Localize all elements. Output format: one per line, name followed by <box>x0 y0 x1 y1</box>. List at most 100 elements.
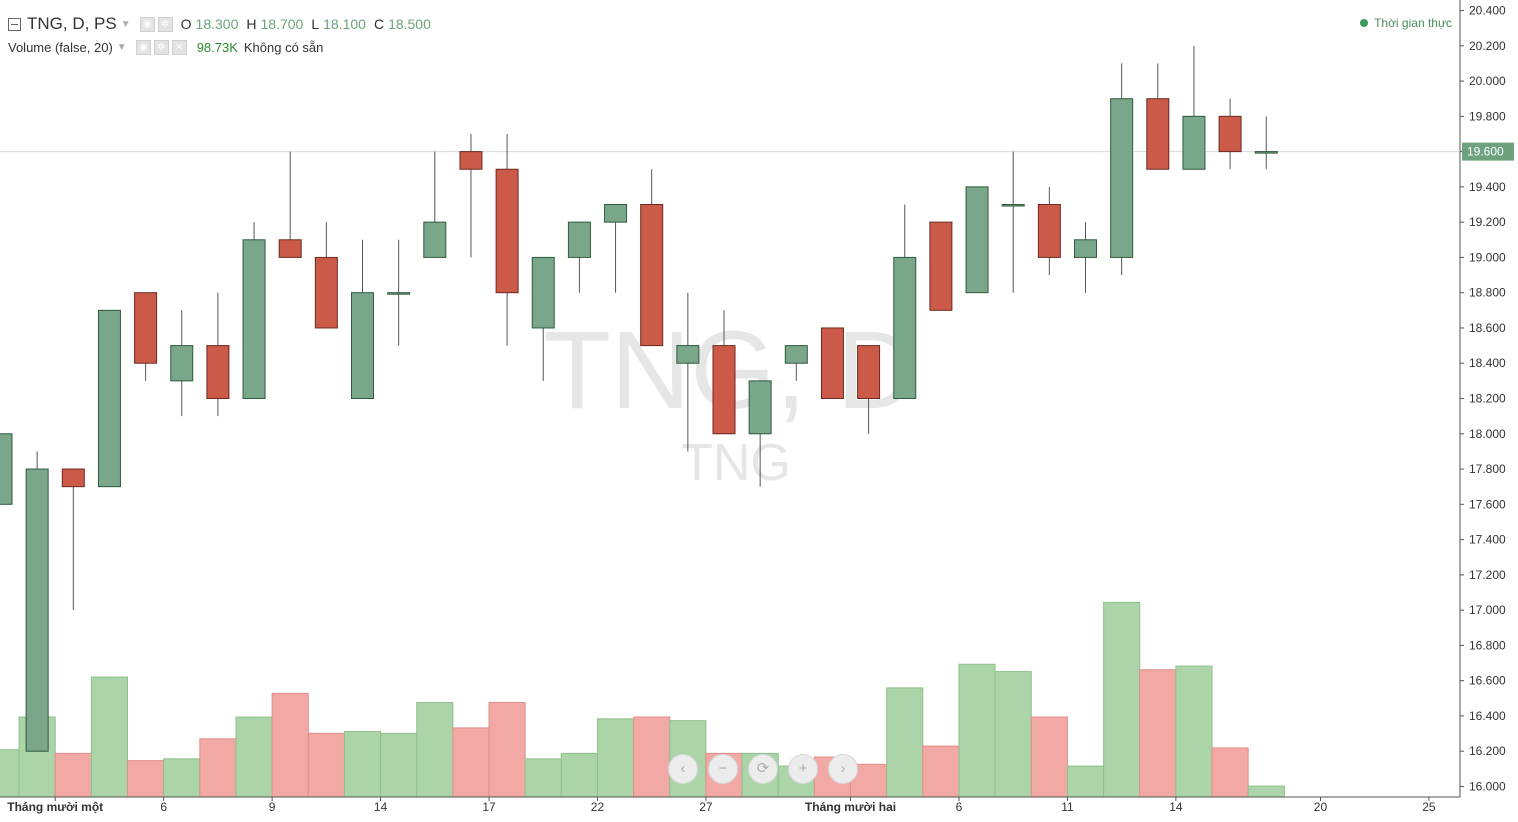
price-tick-label: 20.000 <box>1469 74 1506 88</box>
candle-body <box>387 292 411 295</box>
time-tick-label: 11 <box>1061 800 1074 814</box>
price-tick-label: 18.200 <box>1469 392 1506 406</box>
high-value: 18.700 <box>260 16 304 32</box>
candle-body <box>61 468 85 488</box>
candle-body <box>784 345 808 364</box>
high-label: H <box>246 16 257 32</box>
volume-title[interactable]: Volume (false, 20) <box>8 40 113 55</box>
candle-body <box>97 309 121 488</box>
candle-body <box>1110 98 1134 258</box>
volume-bar <box>380 732 418 798</box>
price-tick-label: 17.400 <box>1469 533 1506 547</box>
chart-header: TNG, D, PS ▼ ◉ ✲ O 18.300 H 18.700 L 18.… <box>8 14 431 34</box>
candle-body <box>0 433 13 505</box>
volume-header: Volume (false, 20) ▼ ◉ ✲ ✕ 98.73K Không … <box>8 40 323 55</box>
zoom-in-button[interactable]: + <box>788 754 818 784</box>
time-tick-label: 20 <box>1314 800 1328 814</box>
candle-body <box>1254 151 1278 154</box>
price-tick-label: 16.400 <box>1469 709 1506 723</box>
reset-button[interactable]: ⟳ <box>748 754 778 784</box>
volume-bar <box>994 671 1032 798</box>
time-axis-ticks: Tháng mười một 6 9 14 17 22 27 Tháng mười hai 6 1… <box>7 797 1436 814</box>
zoom-out-button[interactable]: − <box>708 754 738 784</box>
volume-value: 98.73K <box>196 40 238 55</box>
candle-body <box>495 168 519 294</box>
volume-series <box>0 601 1285 798</box>
price-axis-ticks: 20.400 20.200 20.000 19.800 19.600 19.400 19.2… <box>1460 4 1506 793</box>
candle-body <box>531 256 555 329</box>
volume-bar <box>596 718 635 798</box>
candle-body <box>1001 204 1025 207</box>
scroll-right-button[interactable]: › <box>828 754 858 784</box>
time-tick-label: 22 <box>591 800 605 814</box>
candle-body <box>712 345 736 435</box>
candle-body <box>676 345 700 364</box>
realtime-indicator: Thời gian thực <box>1360 16 1452 30</box>
volume-bar <box>1066 765 1105 798</box>
candle-body <box>1182 115 1206 170</box>
volume-bar <box>127 760 165 798</box>
low-label: L <box>311 16 320 32</box>
volume-bar <box>90 676 129 798</box>
open-value: 18.300 <box>195 16 239 32</box>
price-tick-label: 16.800 <box>1469 638 1506 652</box>
volume-bar <box>0 749 20 798</box>
volume-bar <box>1030 716 1068 798</box>
time-tick-label: 9 <box>269 800 276 814</box>
candle-body <box>351 292 374 399</box>
candle-body <box>1037 204 1061 258</box>
time-tick-label: 6 <box>956 800 963 814</box>
volume-bar <box>199 738 237 798</box>
volume-bar <box>54 752 92 798</box>
volume-bar <box>1247 785 1285 798</box>
open-label: O <box>180 16 192 32</box>
price-tick-label: 20.200 <box>1469 39 1506 53</box>
price-tick-label: 19.200 <box>1469 215 1506 229</box>
candle-body <box>640 204 664 347</box>
price-tick-label: 19.800 <box>1469 109 1506 123</box>
eye-icon[interactable]: ◉ <box>139 16 155 32</box>
candle-body <box>604 204 628 223</box>
close-value: 18.500 <box>388 16 431 32</box>
candle-body <box>459 151 483 170</box>
candle-body <box>423 221 447 258</box>
symbol-label[interactable]: TNG, D, PS <box>27 14 117 33</box>
candle-body <box>1218 115 1242 153</box>
price-tick-label: 18.000 <box>1469 427 1506 441</box>
volume-na-text: Không có sẵn <box>243 40 324 55</box>
candle-body <box>242 239 266 399</box>
chart-nav-controls: ‹ − ⟳ + › <box>668 754 858 784</box>
price-tick-label: 17.600 <box>1469 497 1506 511</box>
volume-bar <box>560 752 598 798</box>
candle-body <box>314 256 338 329</box>
gear-icon[interactable]: ✲ <box>153 40 169 55</box>
volume-bar <box>886 687 924 798</box>
realtime-label: Thời gian thực <box>1374 16 1452 30</box>
close-label: C <box>373 16 385 32</box>
price-axis-bg <box>1460 0 1518 822</box>
volume-bar <box>922 745 960 798</box>
candle-body <box>748 380 772 435</box>
price-tick-label: 18.600 <box>1469 321 1506 335</box>
candle-body <box>820 327 844 400</box>
volume-bar <box>235 716 273 798</box>
volume-bar <box>1139 669 1177 798</box>
price-tick-label: 16.200 <box>1469 744 1506 758</box>
eye-icon[interactable]: ◉ <box>135 40 151 55</box>
collapse-icon[interactable] <box>8 17 21 31</box>
price-tick-label: 20.400 <box>1469 4 1506 18</box>
close-icon[interactable]: ✕ <box>171 40 187 55</box>
price-tick-label: 16.600 <box>1469 674 1506 688</box>
chevron-down-icon[interactable]: ▼ <box>120 18 131 30</box>
candle-body <box>25 468 49 752</box>
chevron-down-icon[interactable]: ▼ <box>116 42 127 53</box>
candle-body <box>1074 239 1097 258</box>
status-dot-icon <box>1360 19 1369 27</box>
candle-series <box>0 45 1278 752</box>
price-tick-label: 17.200 <box>1469 568 1506 582</box>
volume-bar <box>271 692 309 798</box>
gear-icon[interactable]: ✲ <box>157 16 173 32</box>
scroll-left-button[interactable]: ‹ <box>668 754 698 784</box>
watermark-sub: TNG <box>681 434 791 492</box>
